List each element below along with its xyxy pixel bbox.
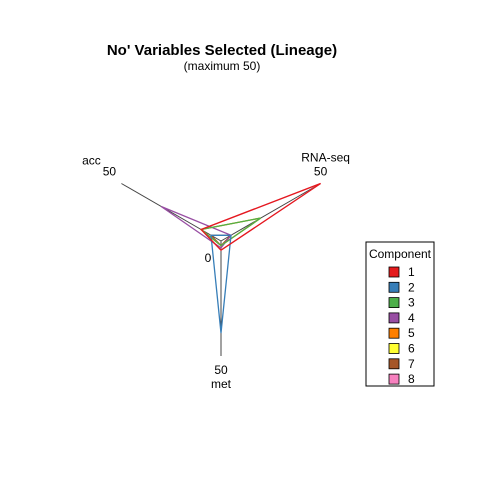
legend-swatch-4	[388, 312, 400, 324]
legend-label-4: 4	[408, 311, 415, 325]
legend-label-1: 1	[408, 265, 415, 279]
legend-swatch-1	[388, 266, 400, 278]
axis-max-label-rna-seq: 50	[314, 165, 328, 179]
legend: Component 12 345 678	[365, 241, 435, 387]
legend-swatch-7	[388, 358, 400, 370]
chart-title: No' Variables Selected (Lineage)	[107, 42, 337, 59]
axis-line-acc	[121, 183, 222, 242]
legend-label-5: 5	[408, 326, 415, 340]
legend-label-3: 3	[408, 296, 415, 310]
chart-subtitle: (maximum 50)	[184, 59, 261, 73]
legend-title: Component	[369, 247, 432, 261]
axis-label-met: met	[211, 377, 232, 391]
legend-swatch-8	[388, 373, 400, 385]
legend-swatch-5	[388, 327, 400, 339]
series-polygon-2	[210, 234, 232, 334]
legend-label-7: 7	[408, 357, 415, 371]
legend-swatch-6	[388, 343, 400, 354]
axis-label-rna-seq: RNA-seq	[301, 151, 350, 165]
axis-label-acc: acc	[82, 154, 101, 168]
axis-max-label-met: 50	[214, 363, 228, 377]
axis-max-label-acc: 50	[103, 165, 117, 179]
legend-box	[365, 241, 435, 387]
legend-swatch-3	[388, 297, 400, 309]
center-zero-label: 0	[205, 251, 212, 265]
legend-items: 12 345 678	[388, 265, 415, 386]
legend-label-6: 6	[408, 342, 415, 356]
legend-swatch-2	[388, 281, 400, 293]
legend-label-2: 2	[408, 280, 415, 294]
series-layer	[160, 182, 321, 334]
legend-label-8: 8	[408, 372, 415, 386]
axis-line-rna-seq	[220, 183, 321, 242]
series-polygon-1	[199, 182, 321, 252]
